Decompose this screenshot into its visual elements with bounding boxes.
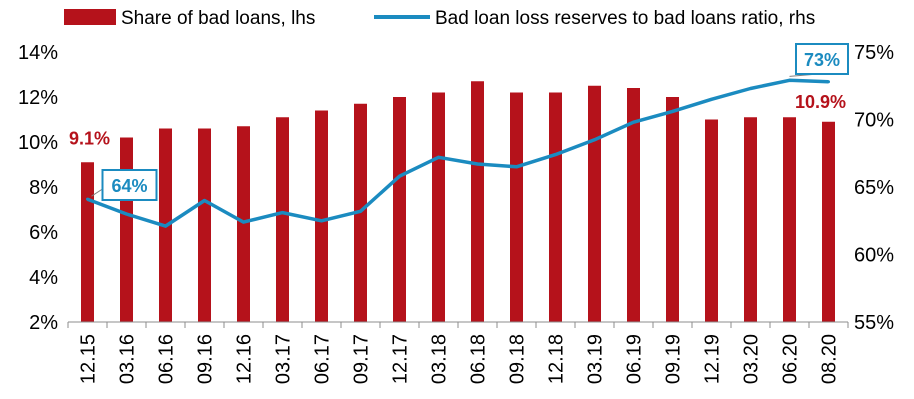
bar [627,88,640,322]
y-left-tick-label: 6% [29,222,58,244]
x-tick-label: 12.16 [234,334,256,384]
x-tick-label: 12.19 [702,334,724,384]
line-point [476,162,479,166]
bar [393,97,406,322]
bar [783,117,796,322]
x-tick-label: 12.18 [546,334,568,384]
plot-area: 2% 4% 6% 8% 10% 12% 14% 55% 60% 65% 70% 75% 12.15 03.… [18,42,894,384]
line-point [632,120,635,124]
bar [549,92,562,322]
line-point [827,80,830,84]
line-point [281,211,284,215]
x-tick-label: 03.17 [273,334,295,384]
y-left-tick-label: 10% [18,132,58,154]
y-right-tick-label: 55% [854,312,894,334]
bar [471,81,484,322]
x-tick-label: 03.18 [429,334,451,384]
line-point [359,209,362,213]
x-tick-label: 03.20 [741,334,763,384]
x-tick-label: 12.15 [78,334,100,384]
line-point [593,138,596,142]
bar [510,92,523,322]
line-point [671,109,674,113]
bar-last-label: 10.9% [795,92,846,112]
x-tick-label: 06.17 [312,334,334,384]
y-left-tick-label: 4% [29,267,58,289]
x-tick-label: 08.20 [819,334,841,384]
bar [588,85,601,322]
x-tick-label: 09.17 [351,334,373,384]
bar [120,137,133,322]
legend-label-line: Bad loan loss reserves to bad loans rati… [435,8,815,29]
bar [744,117,757,322]
bar [198,128,211,322]
line-first-leader [91,188,103,197]
x-tick-label: 12.17 [390,334,412,384]
x-tick-label: 06.18 [468,334,490,384]
line-point [515,165,518,169]
y-left-tick-label: 8% [29,177,58,199]
x-tick-label: 09.18 [507,334,529,384]
line-point [203,199,206,202]
line-point [242,220,245,224]
x-tick-label: 06.16 [156,334,178,384]
y-right-tick-label: 60% [854,245,894,267]
x-tick-label: 09.19 [663,334,685,384]
line-point [788,78,791,82]
bar [81,162,94,322]
line-last-label: 73% [804,50,840,70]
line-point [554,153,557,157]
x-tick-label: 03.19 [585,334,607,384]
line-last-box [795,43,849,75]
bar [666,97,679,322]
bar [237,126,250,322]
line-point [749,86,752,90]
legend-swatch-bar [64,9,116,25]
line-point [320,219,323,223]
bar-first-label: 9.1% [69,128,110,148]
line-series [86,78,829,228]
y-right-tick-label: 75% [854,42,894,64]
line-point [710,97,713,101]
line-point [437,155,440,159]
x-tick-label: 03.16 [117,334,139,384]
y-right-tick-label: 70% [854,110,894,132]
x-tick-label: 06.19 [624,334,646,384]
line-point [398,174,401,178]
y-right-tick-label: 65% [854,177,894,199]
x-tick-label: 09.16 [195,334,217,384]
bar [276,117,289,322]
line-first-box [101,169,158,201]
bar [432,92,445,322]
line-point [164,224,167,228]
line-first-label: 64% [111,176,147,196]
bar [822,121,835,322]
bar [315,110,328,322]
line-point [86,197,89,201]
y-left-tick-label: 12% [18,87,58,109]
line-point [125,212,128,216]
bar [705,119,718,322]
legend: Share of bad loans, lhs Bad loan loss re… [64,8,815,29]
x-tick-label: 06.20 [780,334,802,384]
y-left-tick-label: 14% [18,42,58,64]
legend-label-bar: Share of bad loans, lhs [121,8,315,29]
y-left-tick-label: 2% [29,312,58,334]
